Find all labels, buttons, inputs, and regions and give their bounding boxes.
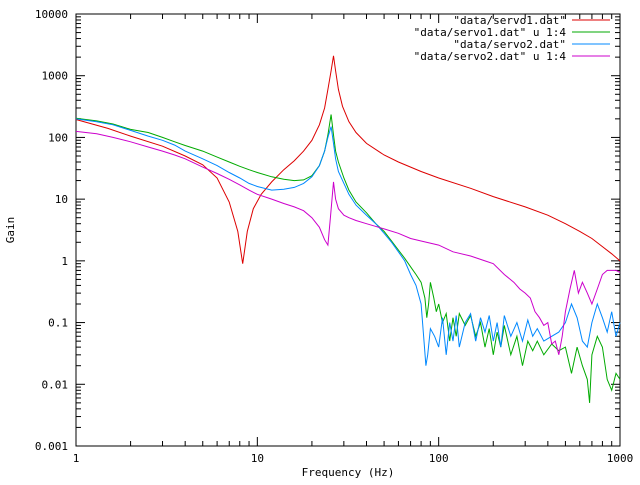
legend: "data/servo1.dat""data/servo1.dat" u 1:4… (414, 14, 610, 63)
y-tick-label: 100 (48, 131, 68, 144)
x-tick-label: 100 (429, 452, 449, 465)
series-line-1 (75, 55, 621, 264)
legend-label-4: "data/servo2.dat" u 1:4 (414, 50, 567, 63)
y-tick-label: 10 (55, 193, 68, 206)
y-tick-label: 1 (61, 255, 68, 268)
x-tick-label: 10 (251, 452, 264, 465)
series-line-2 (75, 114, 621, 403)
series-line-4 (75, 130, 621, 355)
series-line-3 (75, 118, 621, 366)
y-tick-label: 10000 (35, 8, 68, 21)
y-tick-label: 0.001 (35, 440, 68, 453)
legend-label-1: "data/servo1.dat" (453, 14, 566, 27)
x-axis-label: Frequency (Hz) (302, 466, 395, 479)
y-tick-label: 1000 (42, 70, 69, 83)
legend-label-2: "data/servo1.dat" u 1:4 (414, 26, 567, 39)
ticks-layer: 1 10 100 1000 0.001 0.01 0.1 1 10 100 1000 10000 (35, 8, 633, 465)
x-tick-label: 1000 (607, 452, 634, 465)
y-axis-label: Gain (4, 217, 17, 244)
x-tick-label: 1 (73, 452, 80, 465)
series-layer (75, 55, 621, 403)
y-tick-label: 0.1 (48, 317, 68, 330)
plot-frame (75, 13, 621, 447)
y-tick-label: 0.01 (42, 378, 69, 391)
legend-label-3: "data/servo2.dat" (453, 38, 566, 51)
